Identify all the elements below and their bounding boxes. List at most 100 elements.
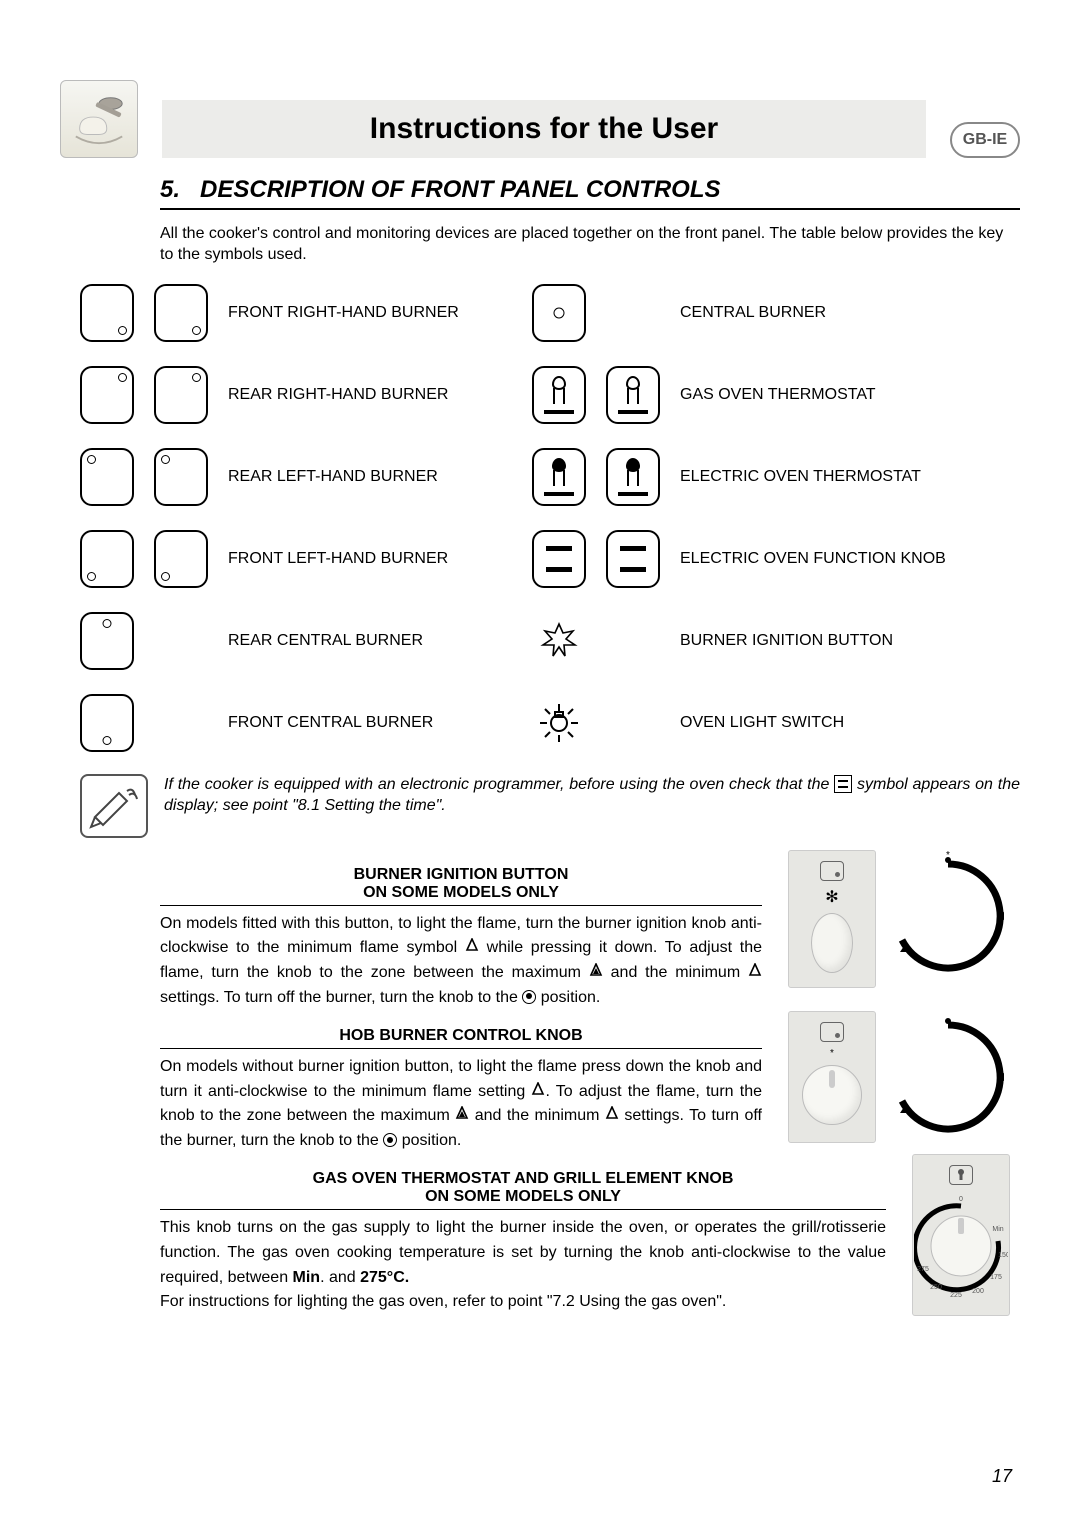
svg-text:175: 175 — [990, 1274, 1002, 1281]
symbol-rear-right-a — [80, 366, 134, 424]
svg-text:200: 200 — [972, 1288, 984, 1295]
label-rear-central: REAR CENTRAL BURNER — [228, 632, 518, 650]
sub1-h1: BURNER IGNITION BUTTON — [354, 866, 569, 883]
label-elec-thermo: ELECTRIC OVEN THERMOSTAT — [680, 468, 1030, 486]
gas-thermo-panel: 0 Min 150 175 200 225 250 275 — [912, 1154, 1010, 1316]
oval-button — [811, 913, 853, 973]
label-gas-thermo: GAS OVEN THERMOSTAT — [680, 386, 1030, 404]
symbol-front-central — [80, 694, 134, 752]
section-number: 5. — [160, 176, 180, 203]
label-func-knob: ELECTRIC OVEN FUNCTION KNOB — [680, 550, 1030, 568]
sub1-t4: settings. To turn off the burner, turn t… — [160, 989, 522, 1006]
ignition-panel: ✻ — [788, 850, 876, 988]
sub3-illustration: 0 Min 150 175 200 225 250 275 — [912, 1154, 1010, 1316]
symbol-ignition — [532, 612, 586, 670]
sub3-heading: GAS OVEN THERMOSTAT AND GRILL ELEMENT KN… — [160, 1170, 886, 1210]
svg-text:150: 150 — [998, 1252, 1008, 1259]
symbol-gas-thermo-b — [606, 366, 660, 424]
symbol-gas-thermo-a — [532, 366, 586, 424]
flame-min-icon-2 — [605, 1106, 619, 1120]
sub1-h2: ON SOME MODELS ONLY — [363, 884, 559, 901]
pot-icon — [834, 775, 852, 793]
symbol-front-left-a — [80, 530, 134, 588]
label-rear-left: REAR LEFT-HAND BURNER — [228, 468, 518, 486]
symbol-func-knob-a — [532, 530, 586, 588]
svg-text:Min: Min — [992, 1226, 1003, 1233]
programmer-tip: If the cooker is equipped with an electr… — [80, 774, 1020, 838]
sub3-h1: GAS OVEN THERMOSTAT AND GRILL ELEMENT KN… — [313, 1170, 734, 1187]
flame-outline-icon — [465, 938, 479, 952]
svg-text:225: 225 — [950, 1292, 962, 1299]
off-dot-icon — [522, 990, 536, 1004]
sub3-t3: For instructions for lighting the gas ov… — [160, 1293, 726, 1310]
sub2-heading: HOB BURNER CONTROL KNOB — [160, 1027, 762, 1049]
panel-topmark-icon-2 — [820, 1022, 844, 1042]
symbol-rear-left-b — [154, 448, 208, 506]
label-front-left: FRONT LEFT-HAND BURNER — [228, 550, 518, 568]
svg-text:250: 250 — [930, 1284, 942, 1291]
sub2-t5: position. — [397, 1132, 461, 1149]
hob-panel: * — [788, 1011, 876, 1143]
gas-knob-dial: 0 Min 150 175 200 225 250 275 — [914, 1191, 1008, 1301]
page-title: Instructions for the User — [162, 100, 926, 158]
burner-ignition-section: BURNER IGNITION BUTTON ON SOME MODELS ON… — [160, 850, 1010, 1011]
symbol-rear-central — [80, 612, 134, 670]
flame-outline-icon-2 — [531, 1082, 545, 1096]
arc-diagram-2 — [886, 1011, 1010, 1143]
sub3-h2: ON SOME MODELS ONLY — [425, 1188, 621, 1205]
symbol-front-left-b — [154, 530, 208, 588]
svg-text:0: 0 — [959, 1196, 963, 1203]
sub3-temp: 275°C. — [360, 1269, 409, 1286]
round-knob — [802, 1065, 862, 1125]
symbol-front-right-b — [154, 284, 208, 342]
chef-hat-spoon-svg — [70, 90, 128, 148]
page-header: Instructions for the User GB-IE — [60, 80, 1020, 158]
tip-prefix: If the cooker is equipped with an electr… — [164, 776, 834, 793]
thermo-topmark-icon — [949, 1165, 973, 1185]
region-badge: GB-IE — [950, 122, 1020, 158]
sub1-body: On models fitted with this button, to li… — [160, 912, 762, 1011]
sub1-heading: BURNER IGNITION BUTTON ON SOME MODELS ON… — [160, 866, 762, 906]
sub2-t3: and the minimum — [469, 1107, 605, 1124]
label-front-right: FRONT RIGHT-HAND BURNER — [228, 304, 518, 322]
symbol-elec-thermo-a — [532, 448, 586, 506]
spark-icon: ✻ — [825, 887, 838, 907]
flame-max-icon-2 — [455, 1106, 469, 1120]
label-light: OVEN LIGHT SWITCH — [680, 714, 1030, 732]
page-number: 17 — [992, 1466, 1012, 1487]
section-intro: All the cooker's control and monitoring … — [160, 224, 1020, 266]
sub3-min: Min — [293, 1269, 321, 1286]
symbol-key-grid: FRONT RIGHT-HAND BURNER CENTRAL BURNER R… — [80, 284, 1020, 752]
symbol-elec-thermo-b — [606, 448, 660, 506]
label-rear-right: REAR RIGHT-HAND BURNER — [228, 386, 518, 404]
flame-min-icon — [748, 963, 762, 977]
flame-max-icon — [589, 963, 603, 977]
panel-topmark-icon — [820, 861, 844, 881]
off-dot-icon-2 — [383, 1133, 397, 1147]
symbol-light — [532, 694, 586, 752]
section-title: DESCRIPTION OF FRONT PANEL CONTROLS — [200, 176, 720, 203]
gas-thermostat-section: GAS OVEN THERMOSTAT AND GRILL ELEMENT KN… — [160, 1154, 1010, 1316]
sub2-illustration: * — [788, 1011, 1010, 1143]
sub3-t2: . and — [320, 1269, 360, 1286]
svg-text:*: * — [946, 850, 950, 861]
sub3-body: This knob turns on the gas supply to lig… — [160, 1216, 886, 1315]
symbol-rear-left-a — [80, 448, 134, 506]
sub1-t5: position. — [536, 989, 600, 1006]
label-ignition: BURNER IGNITION BUTTON — [680, 632, 1030, 650]
chef-icon — [60, 80, 138, 158]
sub3-t1: This knob turns on the gas supply to lig… — [160, 1219, 886, 1286]
hob-knob-section: HOB BURNER CONTROL KNOB On models withou… — [160, 1011, 1010, 1154]
symbol-central — [532, 284, 586, 342]
svg-text:275: 275 — [917, 1266, 929, 1273]
symbol-front-right-a — [80, 284, 134, 342]
sub2-body: On models without burner ignition button… — [160, 1055, 762, 1154]
symbol-func-knob-b — [606, 530, 660, 588]
symbol-rear-right-b — [154, 366, 208, 424]
arc-diagram: * — [886, 850, 1010, 982]
sub1-t3: and the minimum — [603, 964, 748, 981]
label-central: CENTRAL BURNER — [680, 304, 1030, 322]
label-front-central: FRONT CENTRAL BURNER — [228, 714, 518, 732]
tip-text: If the cooker is equipped with an electr… — [164, 774, 1020, 817]
section-heading: 5. DESCRIPTION OF FRONT PANEL CONTROLS — [160, 176, 1020, 210]
